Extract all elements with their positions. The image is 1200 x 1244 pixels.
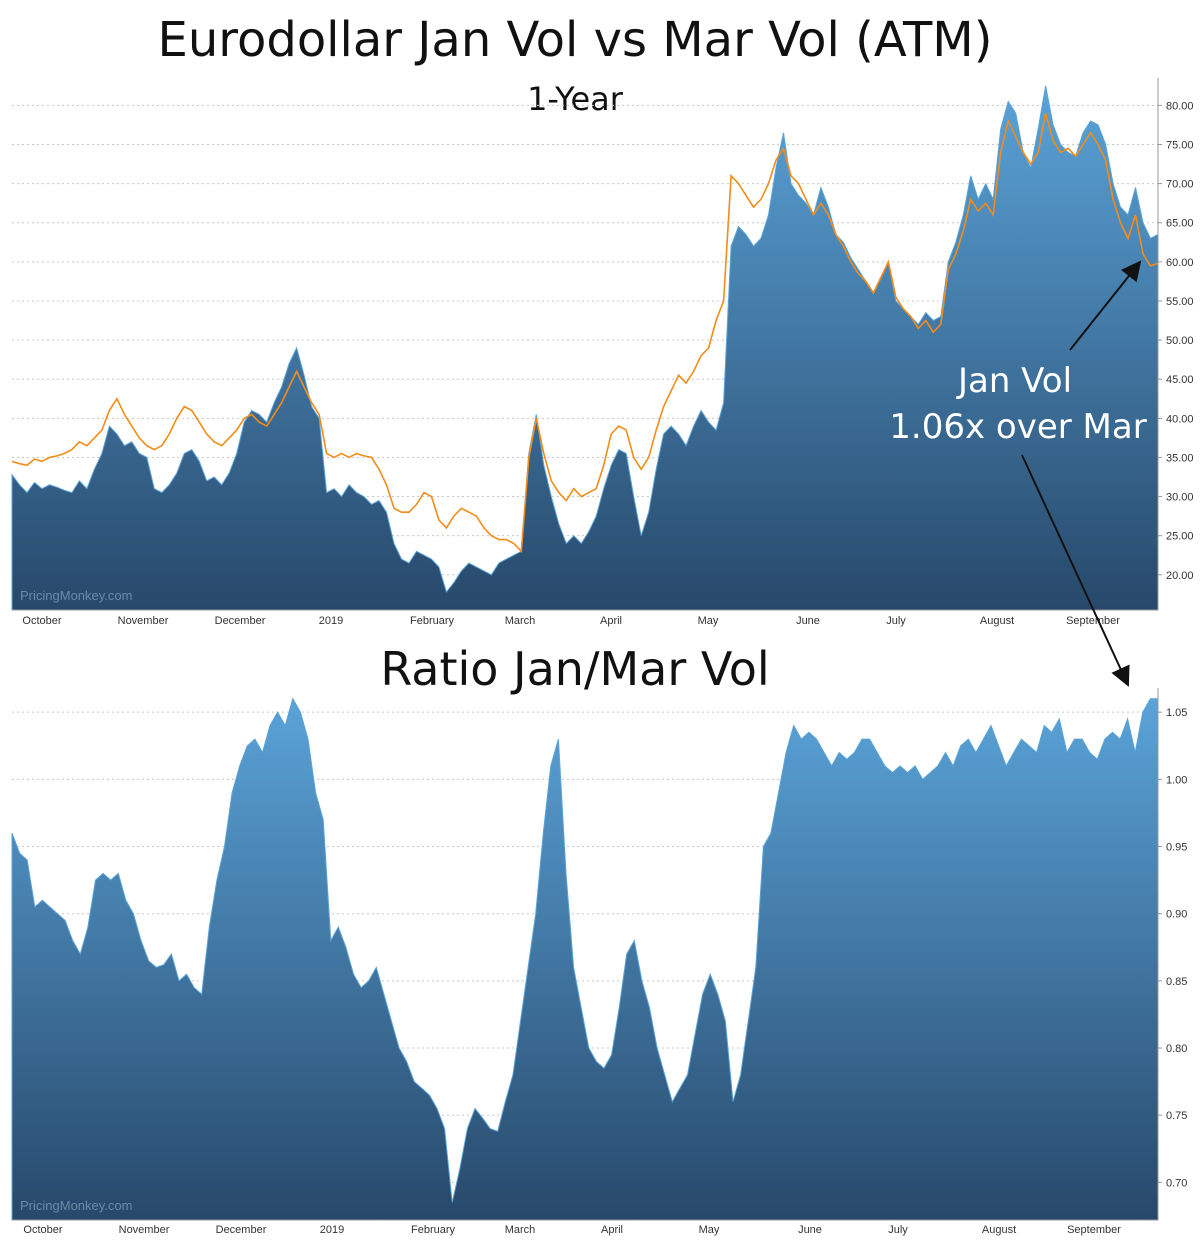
x-tick-label: December bbox=[216, 1224, 267, 1236]
y-tick-label: 0.70 bbox=[1166, 1177, 1187, 1189]
x-tick-label: May bbox=[699, 1224, 720, 1236]
y-tick-label: 0.80 bbox=[1166, 1043, 1187, 1055]
x-tick-label: November bbox=[119, 1224, 170, 1236]
y-tick-label: 35.00 bbox=[1166, 452, 1194, 464]
x-tick-label: August bbox=[980, 615, 1014, 627]
x-tick-label: April bbox=[600, 615, 622, 627]
y-tick-label: 0.75 bbox=[1166, 1110, 1187, 1122]
x-tick-label: October bbox=[22, 615, 61, 627]
y-tick-label: 30.00 bbox=[1166, 492, 1194, 504]
y-tick-label: 1.00 bbox=[1166, 774, 1187, 786]
watermark-top: PricingMonkey.com bbox=[20, 588, 132, 603]
annotation-ratio: 1.06x over Mar bbox=[889, 407, 1146, 447]
y-tick-label: 20.00 bbox=[1166, 570, 1194, 582]
vol-chart: 20.00 25.00 30.00 35.00 40.00 45.00 50.00 55.00… bbox=[11, 78, 1194, 627]
x-tick-label: June bbox=[798, 1224, 822, 1236]
ratio-chart-title: Ratio Jan/Mar Vol bbox=[380, 642, 770, 696]
x-tick-label: 2019 bbox=[319, 615, 343, 627]
x-tick-label: March bbox=[505, 615, 536, 627]
chart-title: Eurodollar Jan Vol vs Mar Vol (ATM) bbox=[157, 12, 993, 68]
y-tick-label: 75.00 bbox=[1166, 140, 1194, 152]
x-tick-label: December bbox=[215, 615, 266, 627]
x-tick-label: June bbox=[796, 615, 820, 627]
ratio-area bbox=[11, 697, 1159, 1221]
x-tick-label: April bbox=[601, 1224, 623, 1236]
jan-vol-area bbox=[11, 85, 1159, 611]
chart-subtitle: 1-Year bbox=[527, 80, 623, 118]
mar-vol-line bbox=[11, 112, 1159, 554]
y-tick-label: 50.00 bbox=[1166, 335, 1194, 347]
y-tick-label: 45.00 bbox=[1166, 374, 1194, 386]
x-tick-label: August bbox=[982, 1224, 1016, 1236]
ratio-chart: 0.70 0.75 0.80 0.85 0.90 0.95 1.00 1.05 October N… bbox=[11, 688, 1187, 1236]
y-tick-label: 1.05 bbox=[1166, 707, 1187, 719]
x-tick-label: October bbox=[23, 1224, 62, 1236]
watermark-bottom: PricingMonkey.com bbox=[20, 1198, 132, 1213]
x-tick-label: February bbox=[410, 615, 455, 627]
x-tick-label: July bbox=[886, 615, 906, 627]
x-tick-label: February bbox=[411, 1224, 456, 1236]
y-tick-label: 55.00 bbox=[1166, 296, 1194, 308]
x-tick-label: September bbox=[1066, 615, 1120, 627]
y-tick-label: 70.00 bbox=[1166, 179, 1194, 191]
x-tick-label: 2019 bbox=[320, 1224, 344, 1236]
x-tick-label: March bbox=[505, 1224, 536, 1236]
y-tick-label: 0.85 bbox=[1166, 976, 1187, 988]
y-tick-label: 0.95 bbox=[1166, 842, 1187, 854]
x-tick-label: July bbox=[888, 1224, 908, 1236]
y-tick-label: 65.00 bbox=[1166, 218, 1194, 230]
y-tick-label: 25.00 bbox=[1166, 531, 1194, 543]
x-tick-label: November bbox=[118, 615, 169, 627]
y-tick-label: 0.90 bbox=[1166, 909, 1187, 921]
y-tick-label: 80.00 bbox=[1166, 100, 1194, 112]
annotation-jan-vol: Jan Vol bbox=[956, 361, 1072, 401]
y-tick-label: 60.00 bbox=[1166, 257, 1194, 269]
x-tick-label: May bbox=[698, 615, 719, 627]
annotation-arrow-down bbox=[1021, 454, 1130, 687]
y-tick-label: 40.00 bbox=[1166, 413, 1194, 425]
x-tick-label: September bbox=[1067, 1224, 1121, 1236]
annotation-arrow-up bbox=[1069, 260, 1142, 351]
